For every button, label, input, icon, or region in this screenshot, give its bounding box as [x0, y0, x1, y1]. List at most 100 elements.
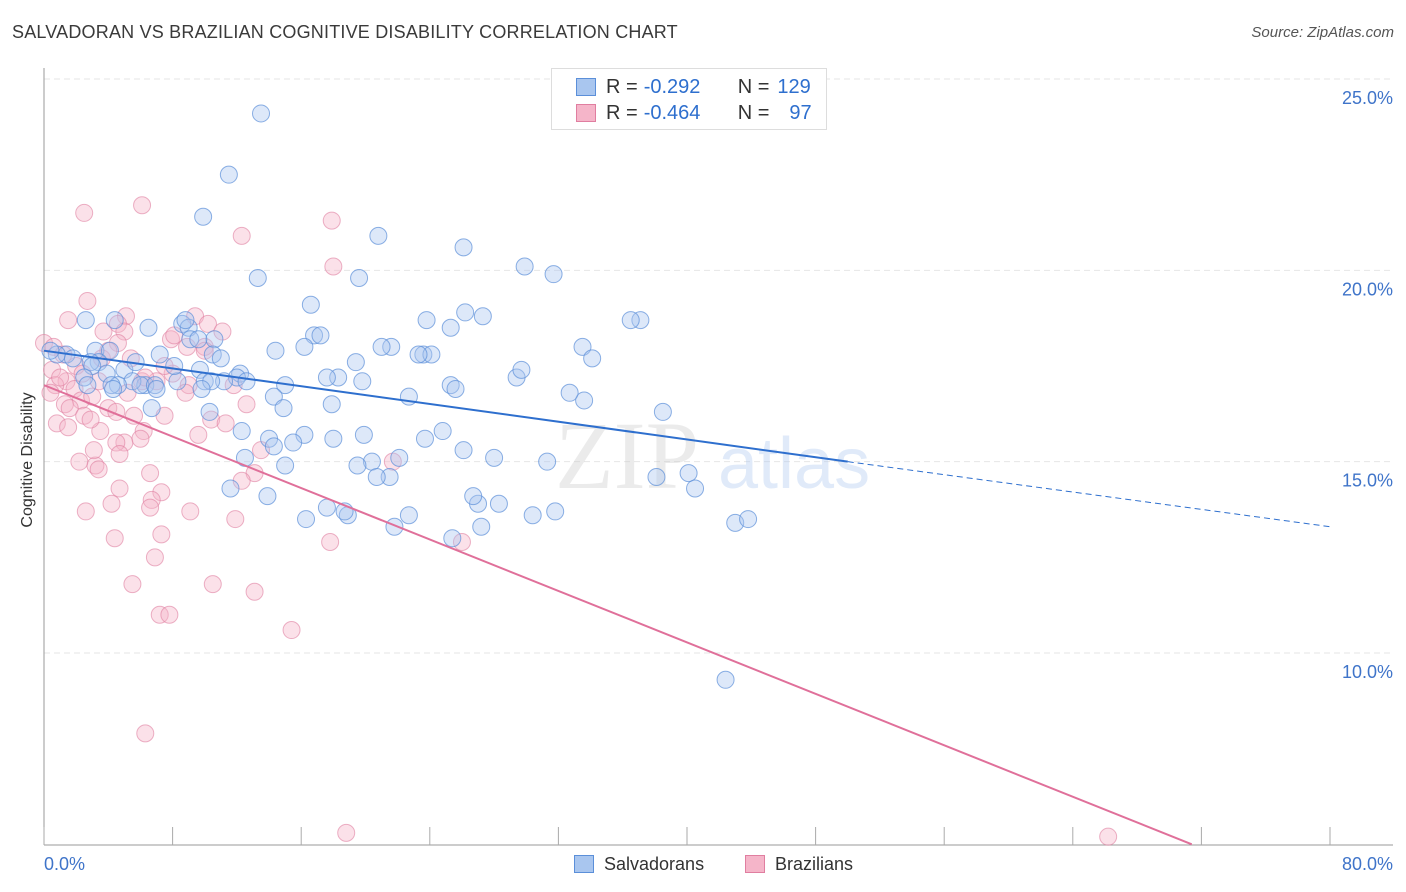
brazilian-point	[198, 314, 217, 333]
watermark-atlas: atlas	[718, 424, 870, 504]
y-tick-label: 15.0%	[1342, 471, 1393, 491]
brazilian-point	[110, 445, 129, 464]
brazilian-point	[282, 621, 301, 640]
salvadoran-point	[311, 326, 330, 345]
brazilian-point	[189, 425, 208, 444]
salvadoran-point	[305, 326, 324, 345]
salvadoran-point	[512, 360, 531, 379]
salvadoran-point	[105, 311, 124, 330]
salvadoran-trend-extension	[847, 461, 1331, 528]
brazilian-point	[81, 410, 100, 429]
brazilian-point	[337, 823, 356, 842]
salvadoran-point	[631, 311, 650, 330]
brazilian-point	[324, 257, 343, 276]
salvadoran-point	[86, 341, 105, 360]
salvadoran-point	[538, 452, 557, 471]
x-tick-label: 0.0%	[44, 854, 85, 874]
salvadoran-point	[348, 456, 367, 475]
salvadoran-legend-swatch	[574, 855, 594, 873]
salvadoran-point	[248, 268, 267, 287]
salvadoran-point	[237, 372, 256, 391]
salvadoran-point	[464, 487, 483, 506]
salvadoran-point	[221, 479, 240, 498]
brazilian-point	[70, 452, 89, 471]
y-tick-label: 10.0%	[1342, 662, 1393, 682]
legend-r-label: R =	[606, 101, 638, 124]
salvadoran-point	[274, 399, 293, 418]
brazilian-point	[237, 395, 256, 414]
bottom-legend-salvadorans[interactable]: Salvadorans	[574, 851, 704, 877]
salvadoran-point	[264, 437, 283, 456]
salvadoran-point	[739, 510, 758, 529]
brazilian-point	[160, 605, 179, 624]
salvadoran-point	[485, 448, 504, 467]
brazilian-point	[136, 724, 155, 743]
salvadoran-point	[560, 383, 579, 402]
brazilian-point	[47, 414, 66, 433]
brazilian-point	[203, 575, 222, 594]
brazilian-point	[245, 582, 264, 601]
brazilian-point	[142, 490, 161, 509]
salvadoran-point	[515, 257, 534, 276]
salvadoran-point	[415, 429, 434, 448]
salvadoran-point	[575, 391, 594, 410]
salvadoran-point	[382, 337, 401, 356]
source-link[interactable]: ZipAtlas.com	[1307, 24, 1394, 41]
legend-n-value: 97	[789, 101, 812, 124]
brazilian-point	[152, 483, 171, 502]
trend-lines	[43, 349, 1331, 846]
brazilian-point	[452, 533, 471, 552]
brazilian-trend-line	[43, 384, 1193, 846]
salvadoran-point	[147, 379, 166, 398]
brazilian-point	[51, 368, 70, 387]
brazilian-point	[110, 479, 129, 498]
salvadoran-point	[205, 330, 224, 349]
salvadoran-point	[276, 456, 295, 475]
chart-title: SALVADORAN VS BRAZILIAN COGNITIVE DISABI…	[12, 22, 678, 42]
salvadoran-point	[409, 345, 428, 364]
salvadoran-point	[264, 387, 283, 406]
salvadoran-point	[211, 349, 230, 368]
salvadoran-trend-line	[43, 349, 848, 463]
salvadoran-point	[200, 402, 219, 421]
brazilian-point	[91, 422, 110, 441]
salvadoran-point	[544, 265, 563, 284]
x-tick-label: 80.0%	[1342, 854, 1393, 874]
brazilian-point	[107, 433, 126, 452]
watermark-zip: ZIP	[555, 402, 699, 509]
salvadoran-point	[441, 318, 460, 337]
salvadoran-point	[139, 318, 158, 337]
salvadoran-point	[716, 670, 735, 689]
salvadoran-point	[372, 337, 391, 356]
brazilian-legend-swatch	[745, 855, 765, 873]
salvadoran-point	[232, 422, 251, 441]
salvadoran-point	[297, 510, 316, 529]
salvadoran-point	[446, 379, 465, 398]
brazilian-point	[94, 322, 113, 341]
brazilian-swatch	[576, 104, 596, 122]
salvadoran-point	[322, 395, 341, 414]
salvadoran-point	[324, 429, 343, 448]
brazilian-point	[216, 414, 235, 433]
salvadoran-point	[350, 268, 369, 287]
salvadoran-point	[454, 441, 473, 460]
salvadoran-point	[433, 422, 452, 441]
brazilian-point	[84, 441, 103, 460]
salvadoran-point	[353, 372, 372, 391]
brazilian-point	[152, 525, 171, 544]
bottom-legend-brazilians[interactable]: Brazilians	[745, 851, 853, 877]
legend-row-brazilian: R = -0.464 N = 97	[552, 100, 812, 126]
brazilian-legend-label: Brazilians	[775, 853, 854, 874]
salvadoran-point	[454, 238, 473, 257]
brazilian-point	[141, 464, 160, 483]
legend-n-value: 129	[777, 75, 811, 98]
salvadoran-point	[168, 372, 187, 391]
brazilian-point	[78, 291, 97, 310]
salvadoran-point	[443, 529, 462, 548]
brazilian-point	[321, 533, 340, 552]
y-axis-label: Cognitive Disability	[19, 392, 36, 528]
brazilian-point	[226, 510, 245, 529]
legend-r-value: -0.464	[643, 101, 701, 124]
brazilian-point	[115, 322, 134, 341]
